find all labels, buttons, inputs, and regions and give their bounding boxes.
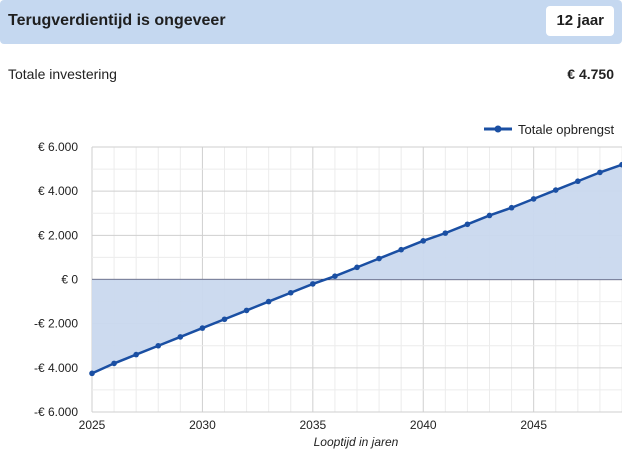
- data-point: [199, 325, 206, 331]
- payback-chart: € 6.000 € 4.000 € 2.000 € 0 -€ 2.000 -€ 4.000…: [34, 122, 622, 449]
- data-point: [442, 230, 449, 236]
- data-point: [332, 273, 338, 279]
- data-point: [133, 351, 139, 358]
- x-axis-title: Looptijd in jaren: [314, 435, 399, 449]
- data-point: [575, 178, 581, 185]
- investment-value: € 4.750: [567, 66, 614, 82]
- data-point: [420, 238, 427, 244]
- data-point: [597, 169, 603, 176]
- data-point: [619, 161, 622, 168]
- y-tick-label: -€ 4.000: [34, 361, 78, 375]
- data-point: [464, 221, 471, 228]
- y-tick-label: € 4.000: [38, 184, 78, 198]
- x-tick-label: 2030: [189, 418, 216, 432]
- legend-label: Totale opbrengst: [518, 122, 615, 137]
- data-point: [155, 342, 162, 349]
- data-point: [177, 334, 184, 340]
- data-point: [552, 187, 559, 193]
- data-point: [111, 360, 117, 367]
- x-tick-label: 2040: [410, 418, 437, 432]
- y-tick-label: -€ 6.000: [34, 405, 78, 419]
- y-tick-label: € 0: [61, 273, 78, 287]
- investment-label: Totale investering: [8, 66, 117, 82]
- chart-ticks: € 6.000 € 4.000 € 2.000 € 0 -€ 2.000 -€ 4.000…: [34, 140, 547, 432]
- x-tick-label: 2045: [520, 418, 547, 432]
- data-point: [265, 298, 272, 305]
- x-tick-label: 2035: [299, 418, 326, 432]
- data-point: [508, 204, 515, 211]
- chart-line-layer: [89, 161, 622, 377]
- data-point: [530, 196, 537, 202]
- payback-label: Terugverdientijd is ongeveer: [8, 12, 226, 29]
- payback-value-badge: 12 jaar: [546, 6, 614, 36]
- y-tick-label: -€ 2.000: [34, 317, 78, 331]
- data-point: [398, 246, 404, 253]
- data-point: [310, 281, 316, 287]
- legend: Totale opbrengst: [484, 122, 615, 137]
- payback-banner: Terugverdientijd is ongeveer 12 jaar: [0, 0, 622, 44]
- data-point: [376, 255, 382, 262]
- data-point: [221, 316, 228, 323]
- data-point: [243, 307, 250, 314]
- data-point: [354, 264, 360, 271]
- data-point: [89, 370, 95, 377]
- data-point: [486, 212, 493, 219]
- x-tick-label: 2025: [79, 418, 106, 432]
- data-point: [287, 289, 294, 296]
- y-tick-label: € 6.000: [38, 140, 78, 154]
- y-tick-label: € 2.000: [38, 228, 78, 242]
- legend-marker: [494, 125, 502, 133]
